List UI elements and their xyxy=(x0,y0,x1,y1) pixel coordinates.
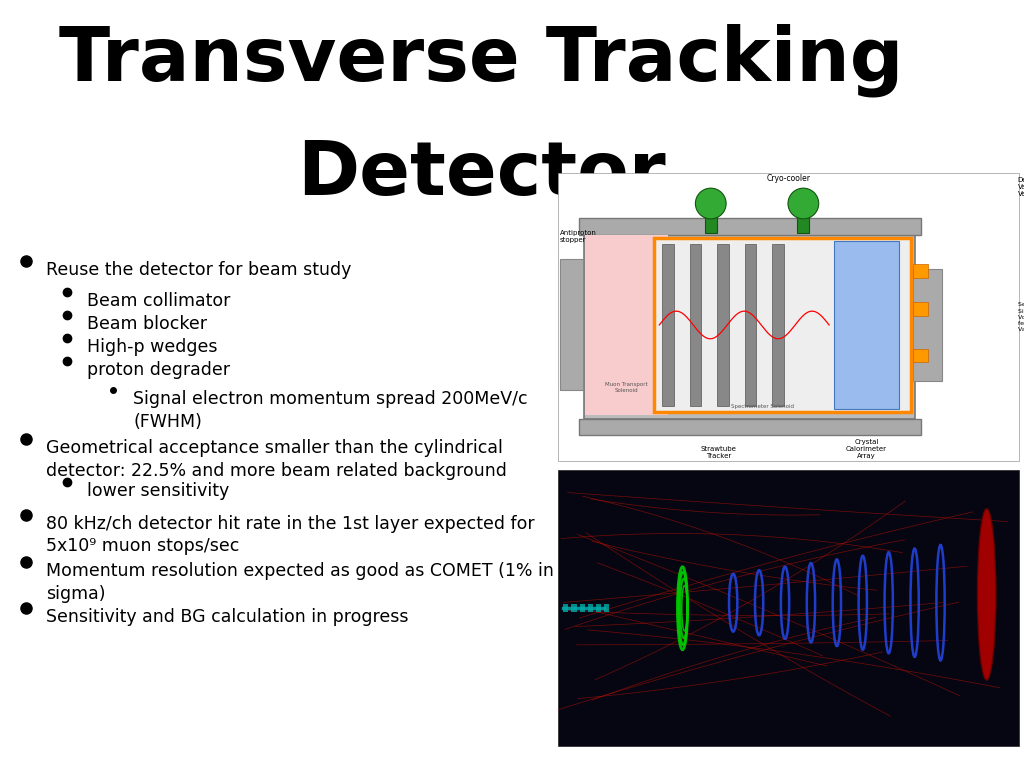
Bar xyxy=(835,241,898,409)
Bar xyxy=(604,604,609,612)
Text: Sensitivity and BG calculation in progress: Sensitivity and BG calculation in progre… xyxy=(46,608,409,626)
Text: Momentum resolution expected as good as COMET (1% in
sigma): Momentum resolution expected as good as … xyxy=(46,562,554,603)
Bar xyxy=(690,243,701,406)
Text: Signal electron momentum spread 200MeV/c
(FWHM): Signal electron momentum spread 200MeV/c… xyxy=(133,390,527,431)
Text: Sensor feedthru
Signal readout &
Voltage supply
feedthru port
Vacuum port: Sensor feedthru Signal readout & Voltage… xyxy=(1018,303,1024,333)
Bar xyxy=(580,604,585,612)
Text: Beam collimator: Beam collimator xyxy=(87,292,230,310)
Bar xyxy=(560,260,583,390)
Text: Beam blocker: Beam blocker xyxy=(87,315,207,333)
Bar xyxy=(913,264,928,278)
Text: Antiproton
stopper: Antiproton stopper xyxy=(560,230,597,243)
Text: Spectrometer Solenoid: Spectrometer Solenoid xyxy=(731,403,794,409)
Ellipse shape xyxy=(695,188,726,219)
Bar xyxy=(585,235,668,415)
Bar xyxy=(913,302,928,316)
Text: lower sensitivity: lower sensitivity xyxy=(87,482,229,500)
Bar xyxy=(913,269,942,381)
Text: High-p wedges: High-p wedges xyxy=(87,338,217,356)
Text: Crystal
Calorimeter
Array: Crystal Calorimeter Array xyxy=(846,439,887,459)
Text: proton degrader: proton degrader xyxy=(87,361,230,379)
Bar xyxy=(663,243,674,406)
Bar xyxy=(579,218,921,235)
Text: Cryo-cooler: Cryo-cooler xyxy=(767,174,810,184)
Text: Detector
Vacuum
Vessel: Detector Vacuum Vessel xyxy=(1018,177,1024,197)
Ellipse shape xyxy=(977,508,995,680)
Bar xyxy=(584,231,915,419)
Bar xyxy=(558,173,1019,461)
Text: Transverse Tracking: Transverse Tracking xyxy=(59,23,903,97)
Bar xyxy=(588,604,593,612)
Bar xyxy=(772,243,783,406)
Bar xyxy=(717,243,729,406)
Bar xyxy=(579,419,921,435)
Bar xyxy=(563,604,568,612)
Text: Detector: Detector xyxy=(297,138,666,211)
Text: 80 kHz/ch detector hit rate in the 1st layer expected for
5x10⁹ muon stops/sec: 80 kHz/ch detector hit rate in the 1st l… xyxy=(46,515,535,555)
Bar xyxy=(798,214,810,233)
Text: Muon Transport
Solenoid: Muon Transport Solenoid xyxy=(605,382,647,393)
Bar xyxy=(705,214,717,233)
Text: Geometrical acceptance smaller than the cylindrical
detector: 22.5% and more bea: Geometrical acceptance smaller than the … xyxy=(46,439,507,480)
Text: Reuse the detector for beam study: Reuse the detector for beam study xyxy=(46,261,351,279)
Bar xyxy=(654,237,911,412)
Bar xyxy=(596,604,601,612)
Bar xyxy=(571,604,577,612)
Ellipse shape xyxy=(788,188,819,219)
Bar xyxy=(558,470,1019,746)
Bar xyxy=(913,349,928,362)
Text: Strawtube
Tracker: Strawtube Tracker xyxy=(700,446,736,459)
Bar xyxy=(744,243,757,406)
